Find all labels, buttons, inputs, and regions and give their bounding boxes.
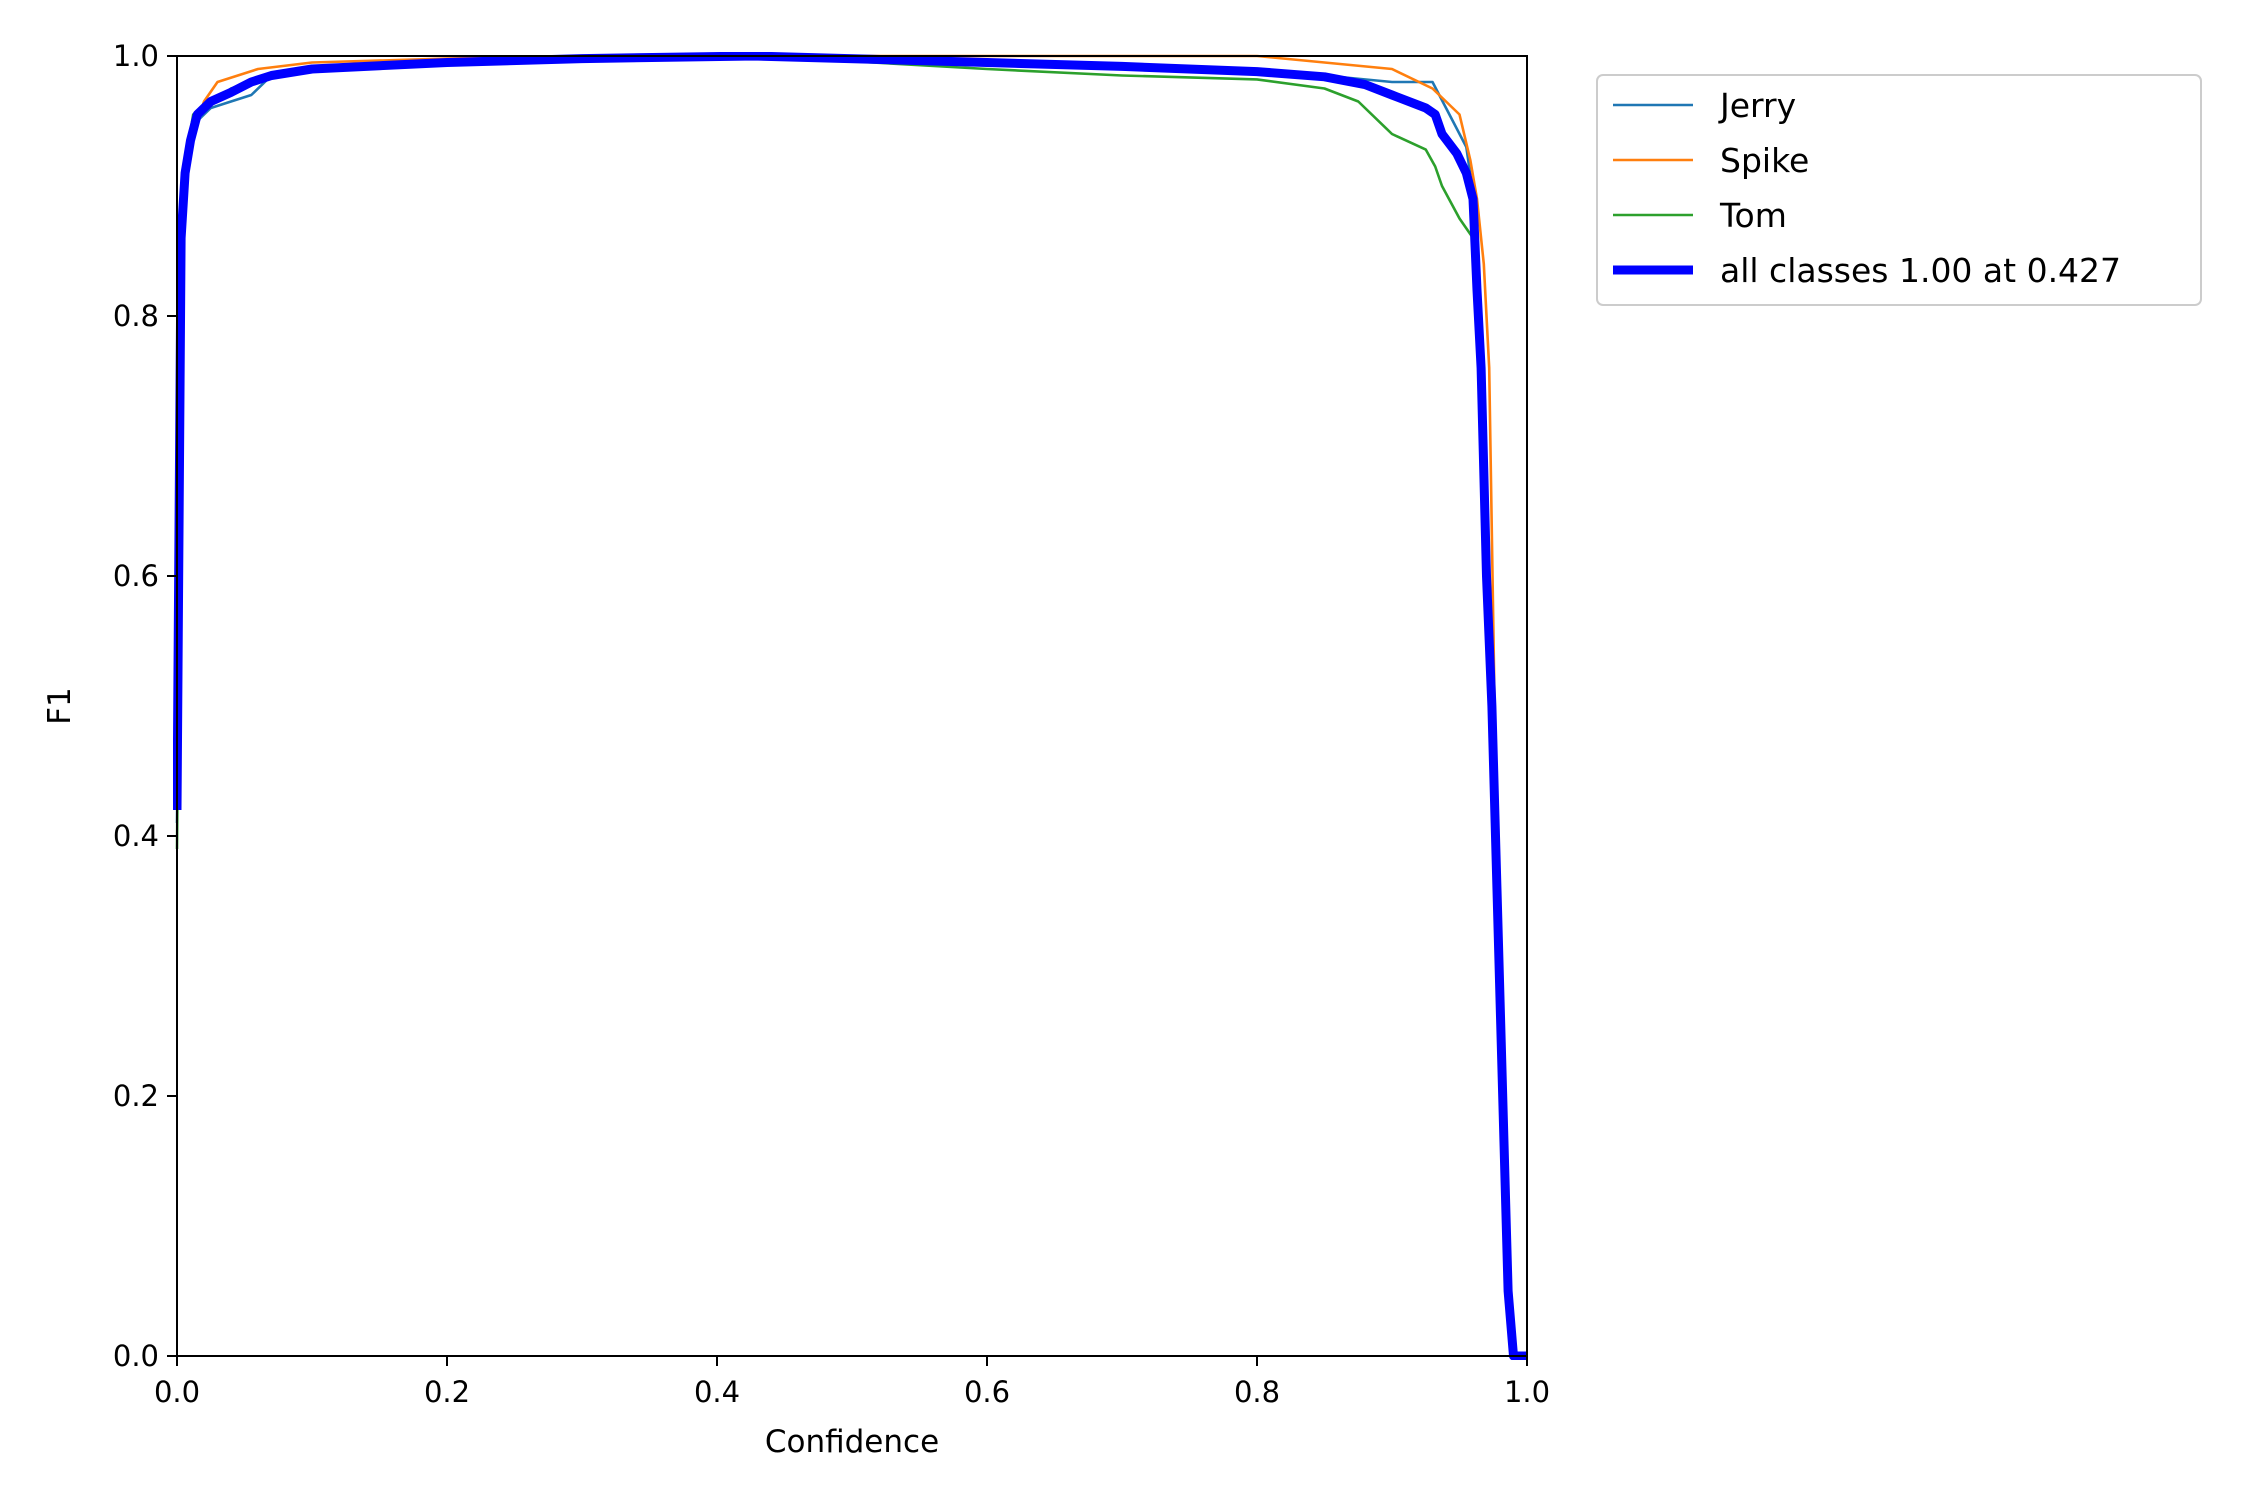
legend-box xyxy=(1596,74,2202,306)
x-tick-label: 0.8 xyxy=(1234,1375,1280,1409)
ticks-layer: 0.0 0.2 0.4 0.6 0.8 1.0 0.0 0.2 0.4 0.6 0.8 1.0 xyxy=(113,39,1550,1409)
y-tick-label: 0.2 xyxy=(113,1079,159,1113)
series-line-all-classes xyxy=(173,52,1527,1360)
series-layer xyxy=(173,52,1527,1360)
y-tick-label: 0.6 xyxy=(113,559,159,593)
x-tick-label: 0.2 xyxy=(424,1375,470,1409)
x-tick-label: 1.0 xyxy=(1504,1375,1550,1409)
legend: Jerry Spike Tom all classes 1.00 at 0.427 xyxy=(1596,74,2202,306)
y-tick-label: 0.0 xyxy=(113,1339,159,1373)
x-tick-label: 0.4 xyxy=(694,1375,740,1409)
x-axis-label: Confidence xyxy=(765,1424,939,1460)
series-line-tom xyxy=(175,54,1527,1358)
legend-label: Jerry xyxy=(1718,86,1796,125)
x-tick-label: 0.6 xyxy=(964,1375,1010,1409)
y-tick-label: 0.4 xyxy=(113,819,159,853)
y-axis-label: F1 xyxy=(42,687,78,725)
y-tick-label: 1.0 xyxy=(113,39,159,73)
legend-label: Spike xyxy=(1720,141,1809,180)
y-tick-label: 0.8 xyxy=(113,299,159,333)
series-line-jerry xyxy=(175,54,1527,1358)
x-tick-label: 0.0 xyxy=(154,1375,200,1409)
plot-frame xyxy=(176,55,1528,1357)
series-line-spike xyxy=(175,54,1527,1358)
legend-label: Tom xyxy=(1719,196,1787,235)
legend-label: all classes 1.00 at 0.427 xyxy=(1720,251,2121,290)
